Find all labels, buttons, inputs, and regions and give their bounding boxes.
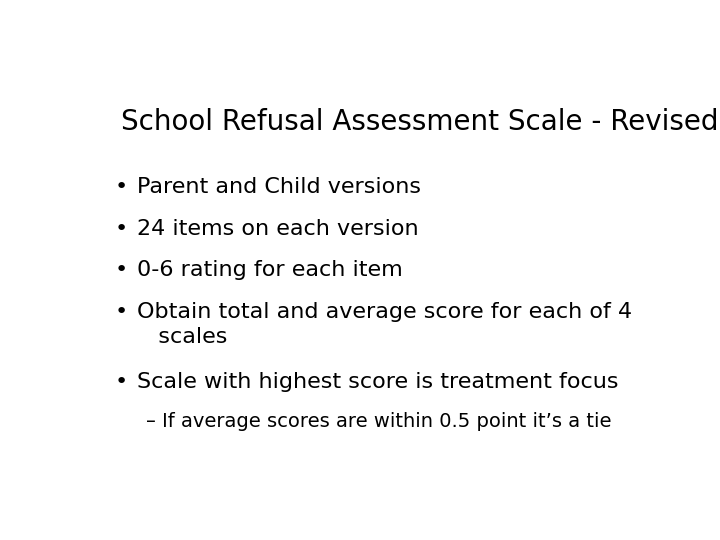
- Text: 0-6 rating for each item: 0-6 rating for each item: [138, 260, 403, 280]
- Text: •: •: [115, 373, 128, 393]
- Text: •: •: [115, 260, 128, 280]
- Text: Obtain total and average score for each of 4
   scales: Obtain total and average score for each …: [138, 302, 633, 347]
- Text: •: •: [115, 219, 128, 239]
- Text: •: •: [115, 302, 128, 322]
- Text: School Refusal Assessment Scale - Revised: School Refusal Assessment Scale - Revise…: [121, 109, 718, 137]
- Text: •: •: [115, 177, 128, 197]
- Text: – If average scores are within 0.5 point it’s a tie: – If average scores are within 0.5 point…: [145, 412, 611, 431]
- Text: Scale with highest score is treatment focus: Scale with highest score is treatment fo…: [138, 373, 619, 393]
- Text: 24 items on each version: 24 items on each version: [138, 219, 419, 239]
- Text: Parent and Child versions: Parent and Child versions: [138, 177, 421, 197]
